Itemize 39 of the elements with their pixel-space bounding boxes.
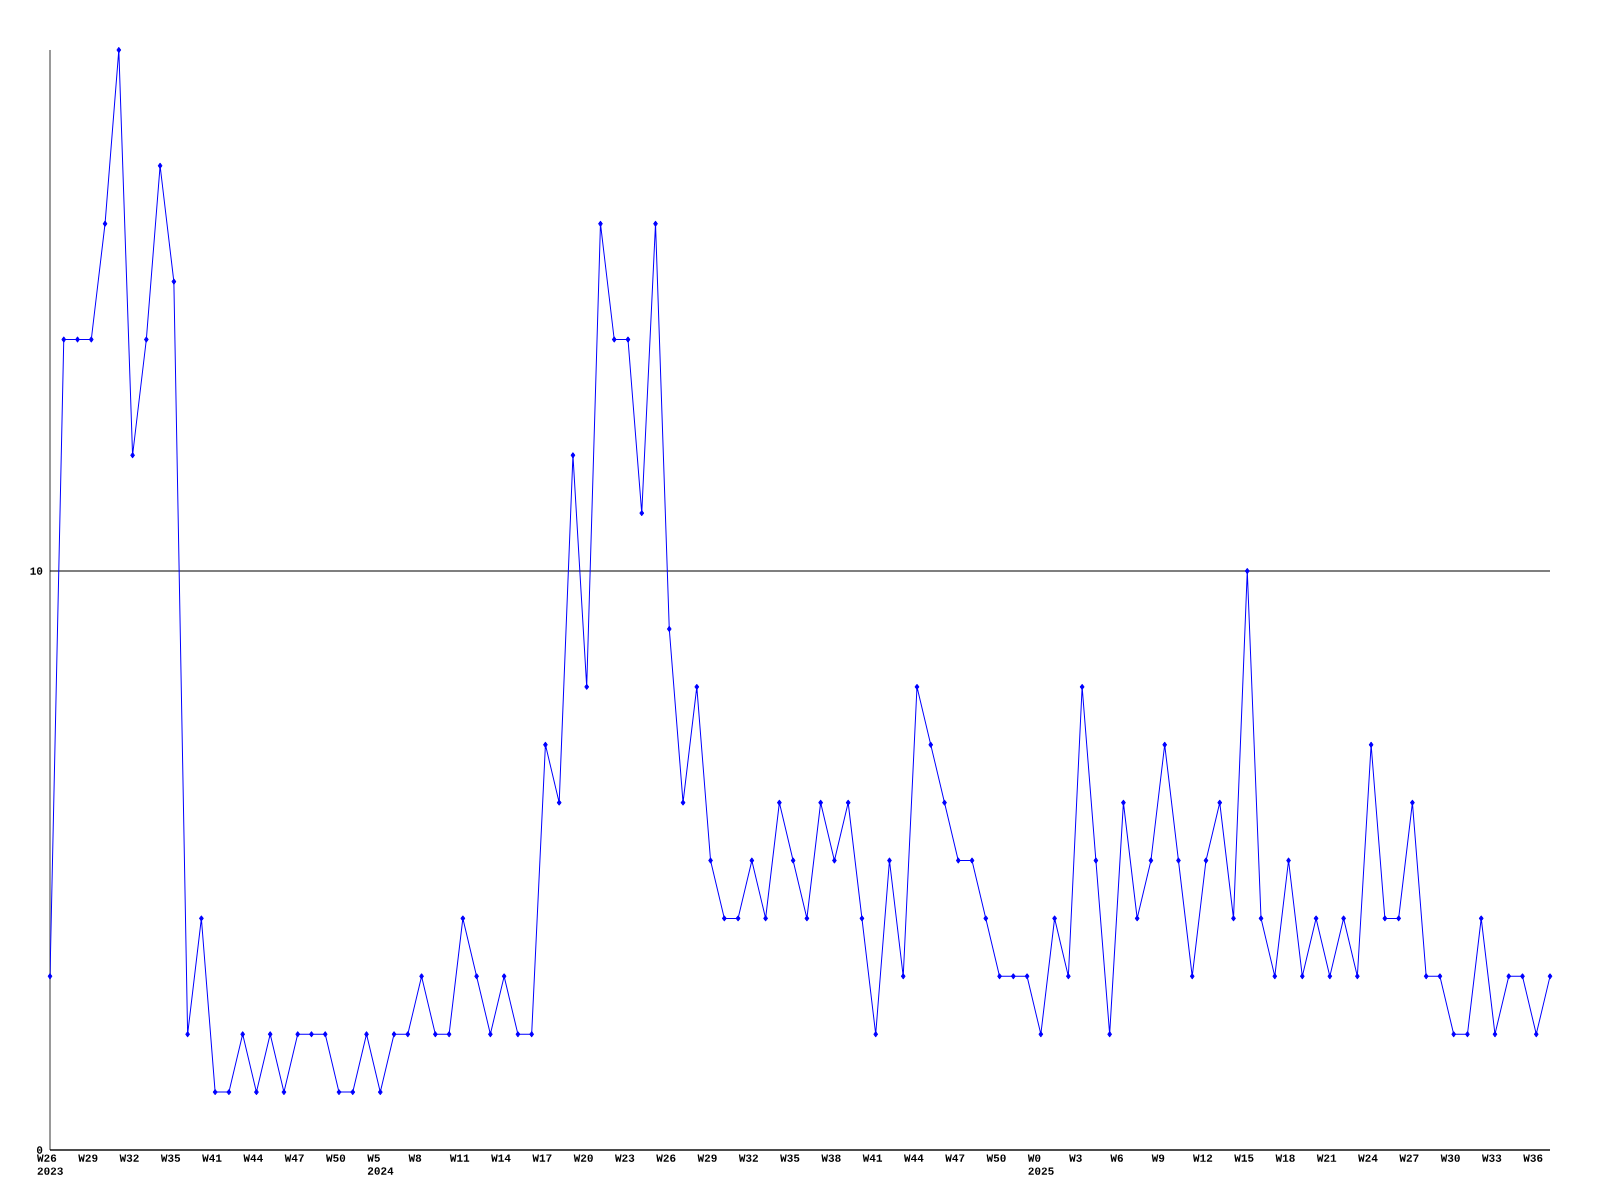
x-tick-label: W50: [326, 1154, 346, 1162]
x-tick-label: W47: [284, 1154, 304, 1162]
x-tick-label: W35: [160, 1154, 181, 1162]
x-tick-label: W29: [697, 1154, 717, 1162]
x-tick-label: W23: [614, 1154, 635, 1162]
x-tick-label: W11: [449, 1154, 470, 1162]
x-tick-label: W17: [532, 1154, 552, 1162]
x-tick-label: W0 2025: [1027, 1154, 1054, 1175]
x-tick-label: W15: [1234, 1154, 1254, 1162]
x-tick-label: W38: [821, 1154, 841, 1162]
x-tick-label: W8: [408, 1154, 422, 1162]
x-tick-label: W32: [119, 1154, 139, 1162]
x-tick-label: W35: [780, 1154, 800, 1162]
x-tick-label: W14: [491, 1154, 511, 1162]
x-tick-label: W50: [986, 1154, 1006, 1162]
x-tick-label: W21: [1316, 1154, 1337, 1162]
y-tick-label: 0: [36, 1146, 43, 1154]
x-tick-label: W3: [1069, 1154, 1082, 1162]
x-tick-label: W9: [1151, 1154, 1165, 1162]
x-tick-label: W44: [243, 1154, 263, 1162]
x-tick-label: W29: [78, 1154, 98, 1162]
x-tick-label: W41: [862, 1154, 883, 1162]
x-tick-label: W36: [1523, 1154, 1543, 1162]
x-tick-label: W47: [945, 1154, 965, 1162]
x-tick-label: W18: [1275, 1154, 1295, 1162]
x-tick-label: W27: [1399, 1154, 1419, 1162]
x-tick-label: W32: [738, 1154, 759, 1162]
x-tick-label: W44: [903, 1154, 924, 1162]
x-tick-label: W5 2024: [367, 1154, 394, 1175]
x-tick-label: W26: [656, 1154, 676, 1162]
x-tick-label: W24: [1358, 1154, 1378, 1162]
x-tick-label: W20: [573, 1154, 593, 1162]
x-tick-label: W12: [1192, 1154, 1213, 1162]
x-tick-label: W30: [1440, 1154, 1460, 1162]
x-tick-label: W6: [1110, 1154, 1123, 1162]
x-tick-label: W33: [1481, 1154, 1502, 1162]
x-tick-label: W41: [202, 1154, 222, 1162]
y-tick-label: 10: [30, 567, 43, 575]
x-tick-label: W26 2023: [37, 1154, 63, 1175]
